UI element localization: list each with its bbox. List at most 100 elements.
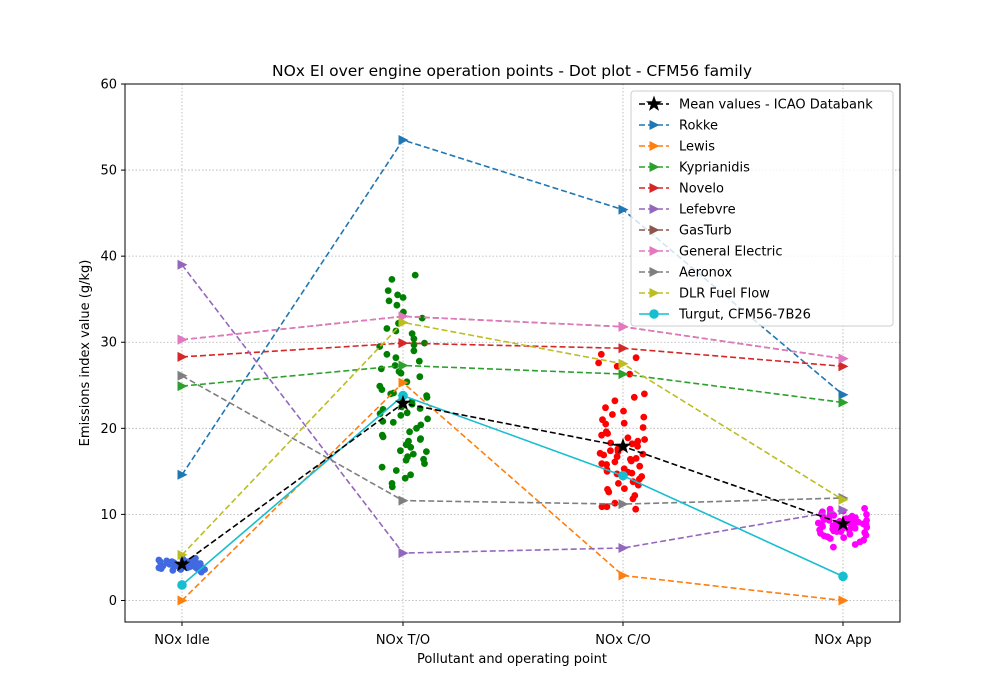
series-lines [173, 134, 852, 606]
series-line [181, 315, 844, 360]
dot-point [403, 409, 411, 417]
dot-point [389, 418, 397, 426]
dot-point [408, 330, 416, 337]
legend-item: GasTurb [639, 224, 732, 239]
series-dlr-fuel-flow [177, 317, 849, 560]
series-marker [649, 267, 660, 277]
series-marker [394, 394, 412, 411]
legend-label: GasTurb [679, 224, 732, 239]
dot-point [861, 505, 868, 512]
dot-point [636, 462, 644, 470]
dot-point [611, 499, 619, 507]
series-marker [838, 353, 849, 364]
series-line [181, 264, 844, 554]
series-marker [398, 377, 409, 388]
dot-point [639, 424, 647, 431]
series-marker [649, 204, 660, 214]
series-marker [649, 162, 660, 172]
series-marker [649, 225, 660, 235]
dot-point [392, 467, 400, 474]
dot-point [410, 347, 418, 355]
dot-point [848, 512, 856, 520]
series-marker [398, 360, 409, 371]
legend-label: Mean values - ICAO Databank [679, 98, 873, 113]
dot-point [392, 354, 400, 362]
series-marker [177, 259, 188, 270]
legend-label: Kyprianidis [679, 161, 750, 176]
x-tick-label: NOx T/O [376, 633, 430, 648]
dot-point [383, 350, 391, 358]
dot-point [391, 362, 399, 369]
series-line [181, 402, 844, 565]
dot-point [630, 393, 638, 401]
series-marker [838, 505, 849, 516]
legend-label: Lefebvre [679, 203, 736, 218]
series-marker [838, 389, 849, 400]
dot-point [397, 447, 404, 455]
series-lefebvre [177, 259, 849, 559]
series-marker [618, 470, 628, 481]
dot-point [624, 434, 632, 442]
series-line [181, 364, 844, 404]
x-tick-label: NOx App [814, 633, 871, 648]
series-marker [398, 338, 409, 349]
dot-point [634, 437, 642, 445]
series-marker [177, 351, 188, 362]
legend-item: DLR Fuel Flow [639, 287, 770, 302]
dot-point [607, 447, 614, 455]
dot-point [399, 294, 407, 301]
series-marker [618, 369, 629, 380]
series-marker [645, 95, 663, 111]
legend-item: Aeronox [639, 266, 732, 281]
dot-point [418, 314, 426, 322]
dot-point [611, 458, 619, 466]
dot-point [604, 486, 611, 493]
legend-label: Rokke [679, 119, 718, 134]
dot-point [388, 483, 396, 491]
series-marker [177, 580, 187, 590]
dot-point [394, 291, 401, 299]
series-marker [618, 499, 629, 510]
dot-point [415, 357, 423, 365]
series-marker [398, 134, 409, 145]
dot-point [393, 301, 401, 309]
x-axis-title: Pollutant and operating point [417, 652, 607, 667]
dot-point [636, 475, 643, 483]
series-kyprianidis [177, 360, 849, 408]
legend-label: DLR Fuel Flow [679, 287, 770, 302]
series-marker [618, 570, 629, 581]
dot-point [861, 529, 869, 536]
dot-point [168, 560, 176, 568]
series-marker [618, 204, 629, 215]
legend-item: Rokke [639, 119, 718, 134]
series-marker [649, 141, 660, 151]
series-line [181, 321, 844, 556]
legend-item: Mean values - ICAO Databank [639, 95, 873, 113]
legend: Mean values - ICAO Databank Rokke Lewis Kyp… [630, 90, 894, 327]
series-mean-values-icao-databank [173, 394, 852, 572]
series-marker [177, 595, 188, 606]
series-marker [834, 515, 852, 531]
dot-point [409, 450, 417, 458]
y-tick-label: 40 [100, 250, 117, 265]
dot-point [609, 411, 616, 418]
dot-point [819, 513, 827, 521]
dot-point [596, 449, 604, 457]
legend-item: Lewis [639, 140, 715, 155]
series-turgut-cfm56-7b26 [177, 390, 848, 590]
dot-point [627, 457, 635, 465]
y-tick-label: 50 [100, 164, 117, 179]
series-marker [649, 246, 660, 256]
legend-label: Lewis [679, 140, 715, 155]
dot-point [840, 534, 848, 541]
series-marker [618, 343, 629, 354]
plot-frame [124, 83, 901, 623]
dot-point [406, 428, 413, 436]
series-marker [649, 309, 659, 319]
series-marker [177, 334, 188, 345]
dot-point [410, 341, 418, 349]
dot-point [598, 460, 606, 467]
dot-point [826, 535, 834, 542]
series-general-electric [177, 311, 849, 364]
